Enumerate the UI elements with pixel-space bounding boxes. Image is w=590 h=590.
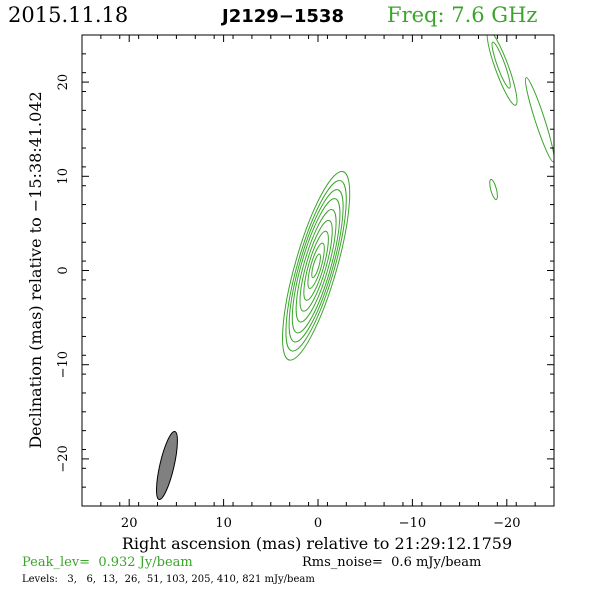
contour-level-1 — [282, 170, 351, 361]
contour-level-4 — [291, 198, 341, 334]
contour-level-2 — [285, 180, 347, 352]
source-name: J2129−1538 — [220, 6, 344, 27]
side-contour-1 — [486, 35, 518, 106]
contour-level-3 — [288, 189, 344, 343]
x-axis-label: Right ascension (mas) relative to 21:29:… — [122, 534, 512, 553]
beam-ellipse — [156, 430, 178, 500]
y-tick-label-1: 10 — [56, 168, 71, 185]
y-axis-label: Declination (mas) relative to −15:38:41.… — [26, 91, 45, 448]
beam-layer — [156, 430, 178, 500]
contour-level-6 — [299, 219, 333, 312]
contour-level-5 — [295, 209, 337, 323]
contour-level-8 — [307, 242, 325, 289]
y-tick-label-4: −20 — [56, 445, 71, 472]
contour-level-7 — [303, 230, 329, 301]
x-tick-label-4: −20 — [493, 516, 520, 531]
x-tick-label-3: −10 — [399, 516, 426, 531]
frequency-label: Freq: 7.6 GHz — [387, 3, 537, 27]
axis-tick-labels: 20 10 0 −10 −20 20 10 0 −10 −20 — [56, 74, 521, 531]
peak-level: Peak_lev= 0.932 Jy/beam — [22, 555, 193, 570]
x-tick-label-2: 0 — [314, 516, 322, 531]
side-contour-2 — [491, 41, 511, 89]
x-tick-label-1: 10 — [215, 516, 232, 531]
observation-date: 2015.11.18 — [8, 3, 128, 27]
y-tick-label-0: 20 — [56, 74, 71, 91]
contour-layer — [282, 35, 554, 361]
contour-level-9 — [311, 253, 321, 279]
axis-ticks — [81, 34, 555, 507]
side-contour-4 — [489, 178, 498, 201]
y-tick-label-2: 0 — [56, 266, 71, 274]
x-tick-label-0: 20 — [121, 516, 138, 531]
rms-noise: Rms_noise= 0.6 mJy/beam — [302, 555, 481, 570]
side-contour-3 — [524, 77, 554, 163]
contour-levels: Levels: 3, 6, 13, 26, 51, 103, 205, 410,… — [22, 574, 315, 585]
y-tick-label-3: −10 — [56, 351, 71, 378]
